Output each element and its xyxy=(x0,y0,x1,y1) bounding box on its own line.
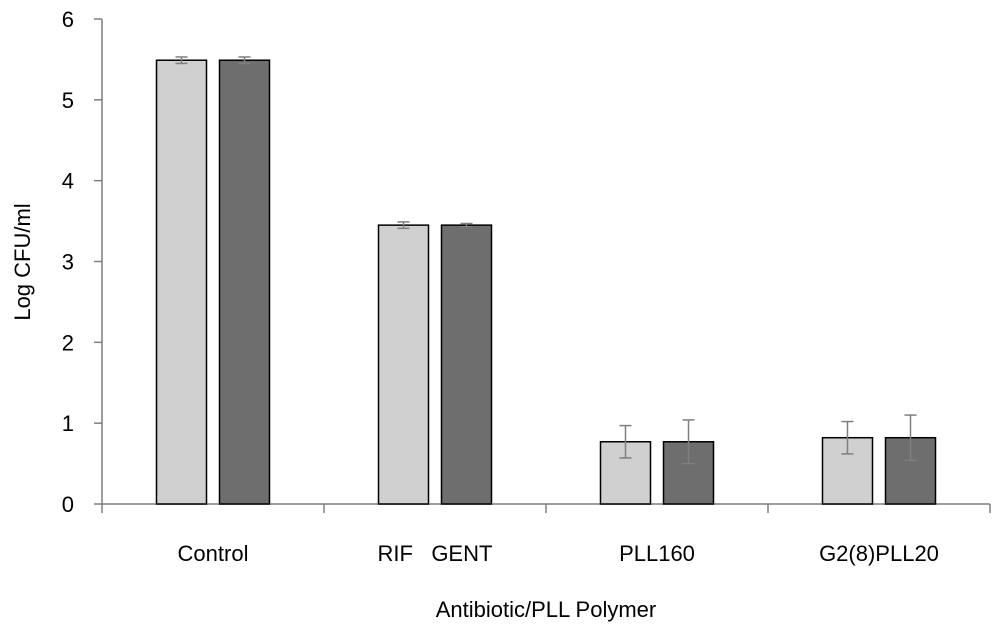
x-axis-title: Antibiotic/PLL Polymer xyxy=(436,597,657,622)
y-axis-title: Log CFU/ml xyxy=(10,203,35,320)
y-tick-label: 3 xyxy=(62,250,74,275)
bar xyxy=(599,441,652,505)
bar xyxy=(440,224,493,505)
bar xyxy=(218,59,271,505)
y-tick-label: 1 xyxy=(62,411,74,436)
y-axis: 0 1 2 3 4 5 6 xyxy=(62,7,103,517)
y-tick-label: 2 xyxy=(62,330,74,355)
y-tick-label: 5 xyxy=(62,88,74,113)
y-tick-label: 0 xyxy=(62,492,74,517)
x-tick-label: RIF GENT xyxy=(378,541,493,566)
x-axis: Control RIF GENT PLL160 G2(8)PLL20 xyxy=(101,503,991,566)
error-bars xyxy=(175,56,917,465)
bar xyxy=(662,441,715,505)
y-tick-label: 6 xyxy=(62,7,74,32)
bars xyxy=(155,59,937,505)
x-tick-label: PLL160 xyxy=(619,541,695,566)
bar xyxy=(377,224,430,505)
x-tick-label: Control xyxy=(178,541,249,566)
x-tick-label: G2(8)PLL20 xyxy=(819,541,939,566)
y-tick-label: 4 xyxy=(62,169,74,194)
bar xyxy=(155,59,208,505)
